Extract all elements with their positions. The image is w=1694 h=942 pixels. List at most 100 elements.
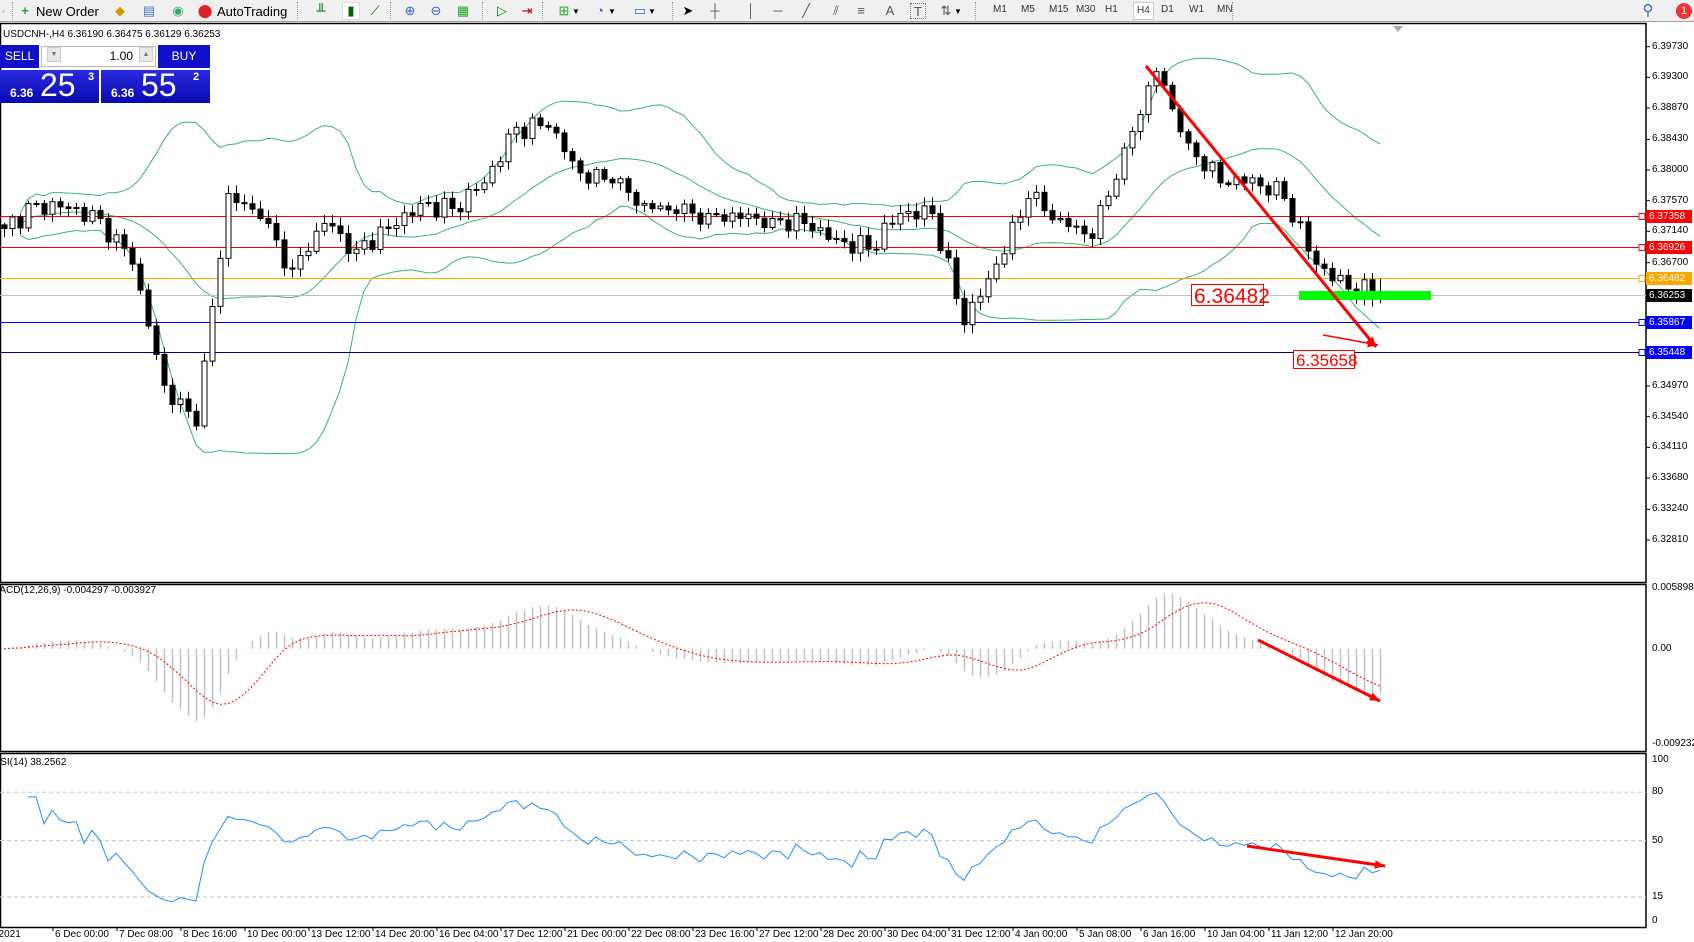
fibonacci-button[interactable]: ≡ (853, 2, 869, 20)
tile-windows-button[interactable]: ▦ (455, 2, 471, 20)
zoom-in-icon: ⊕ (404, 3, 416, 18)
candle (577, 157, 584, 181)
candle-body (553, 126, 560, 134)
candle (81, 202, 88, 226)
market-watch-button[interactable]: ◆ (112, 2, 128, 20)
bar-chart-button[interactable]: ╨ (313, 2, 329, 20)
toolbar-grip: ◦ (2, 6, 5, 16)
candle (921, 197, 928, 227)
search-button[interactable]: ⚲ (1640, 2, 1656, 20)
candle (49, 197, 56, 223)
sell-button[interactable]: SELL (0, 45, 39, 68)
candle-body (521, 126, 528, 139)
timeframe-h4[interactable]: H4 (1133, 2, 1154, 20)
level-price-tag: 6.36482 (1646, 272, 1692, 286)
candle-body (1241, 176, 1248, 184)
search-icon: ⚲ (1642, 2, 1654, 19)
templates-button[interactable]: ▭ ▼ (633, 3, 656, 18)
candle (1361, 273, 1368, 306)
time-axis-label: 13 Dec 12:00 (311, 929, 371, 940)
candle-body (497, 161, 504, 167)
new-order-button[interactable]: + New Order (17, 2, 99, 20)
signals-button[interactable]: ◉ (170, 2, 186, 20)
time-axis-label: 28 Dec 20:00 (823, 929, 883, 940)
vertical-line-icon: │ (746, 3, 756, 18)
level-price-tag: 6.37358 (1646, 209, 1692, 223)
candle (569, 148, 576, 170)
timeframe-h1[interactable]: H1 (1105, 4, 1118, 15)
low-price-label[interactable]: 6.35658 (1293, 350, 1357, 369)
candle (601, 167, 608, 183)
bar-chart-icon: ╨ (316, 3, 326, 18)
lot-size-input[interactable]: 1.00 (41, 46, 156, 67)
candle (537, 113, 544, 130)
notifications-button[interactable]: 1 (1664, 2, 1692, 20)
cursor-button[interactable]: ➤ (680, 2, 696, 20)
candle-body (1097, 205, 1104, 239)
indicators-button[interactable]: ⊞ ▼ (556, 2, 580, 20)
horizontal-line-button[interactable]: ─ (770, 2, 786, 20)
periods-button[interactable]: ◔ ▼ (592, 2, 616, 20)
candle (25, 200, 32, 232)
price-axis-label: 6.34110 (1652, 441, 1688, 453)
level-price-tag: 6.36253 (1646, 288, 1692, 302)
candle-body (81, 206, 88, 222)
text-button[interactable]: A (882, 2, 898, 20)
candle (689, 199, 696, 222)
vertical-line-button[interactable]: │ (743, 2, 759, 20)
zoom-in-button[interactable]: ⊕ (402, 2, 418, 20)
candle (1225, 180, 1232, 187)
equidistant-channel-button[interactable]: ⫽ (828, 2, 844, 20)
candle-body (401, 212, 408, 226)
clock-icon: ◔ (596, 3, 604, 18)
timeframe-m30[interactable]: M30 (1076, 4, 1096, 15)
resistance-price-label[interactable]: 6.36482 (1191, 284, 1270, 307)
candlestick-button[interactable]: ▮ (342, 2, 360, 20)
candle-body (609, 178, 616, 184)
candle (1089, 227, 1096, 247)
candle-body (657, 205, 664, 210)
arrows-button[interactable]: ⇅ ▼ (938, 2, 962, 20)
text-label-button[interactable]: T (910, 2, 926, 20)
candle (9, 214, 16, 237)
candle-body (1209, 162, 1216, 172)
candle-body (1, 224, 8, 229)
autotrading-button[interactable]: ⬤ AutoTrading (197, 2, 288, 20)
candle-body (1081, 225, 1088, 235)
signal-icon: ◉ (172, 3, 184, 18)
lot-decrease-button[interactable]: ▼ (47, 47, 61, 62)
navigator-button[interactable]: ▤ (141, 2, 157, 20)
trendline-button[interactable]: ╱ (798, 2, 814, 20)
candle-body (1297, 221, 1304, 224)
candle (929, 197, 936, 220)
crosshair-button[interactable]: ┼ (707, 2, 723, 20)
candle-body (585, 172, 592, 184)
separator (1232, 2, 1233, 20)
buy-price[interactable]: 6.36 55 2 (101, 67, 210, 103)
timeframe-m1[interactable]: M1 (993, 4, 1007, 15)
candle (801, 205, 808, 232)
time-axis-label: 17 Dec 12:00 (503, 929, 563, 940)
timeframe-w1[interactable]: W1 (1189, 4, 1204, 15)
candle (97, 205, 104, 225)
lot-increase-button[interactable]: ▲ (139, 47, 153, 62)
candle-body (337, 225, 344, 235)
candle (273, 215, 280, 247)
line-chart-button[interactable]: ⟋ (367, 2, 383, 20)
candle-body (1225, 182, 1232, 186)
line-chart-icon: ⟋ (370, 3, 380, 18)
timeframe-mn[interactable]: MN (1217, 4, 1233, 15)
buy-button[interactable]: BUY (158, 45, 210, 68)
separator (672, 2, 673, 20)
autoscroll-button[interactable]: ▷ (494, 2, 510, 20)
candle (1113, 173, 1120, 200)
timeframe-m5[interactable]: M5 (1021, 4, 1035, 15)
timeframe-d1[interactable]: D1 (1161, 4, 1174, 15)
zoom-out-button[interactable]: ⊖ (428, 2, 444, 20)
level-handle (1638, 319, 1646, 326)
chart-shift-button[interactable]: ⇥ (519, 2, 535, 20)
timeframe-m15[interactable]: M15 (1049, 4, 1069, 15)
level-handle (1638, 213, 1646, 220)
sell-price[interactable]: 6.36 25 3 (0, 67, 99, 103)
